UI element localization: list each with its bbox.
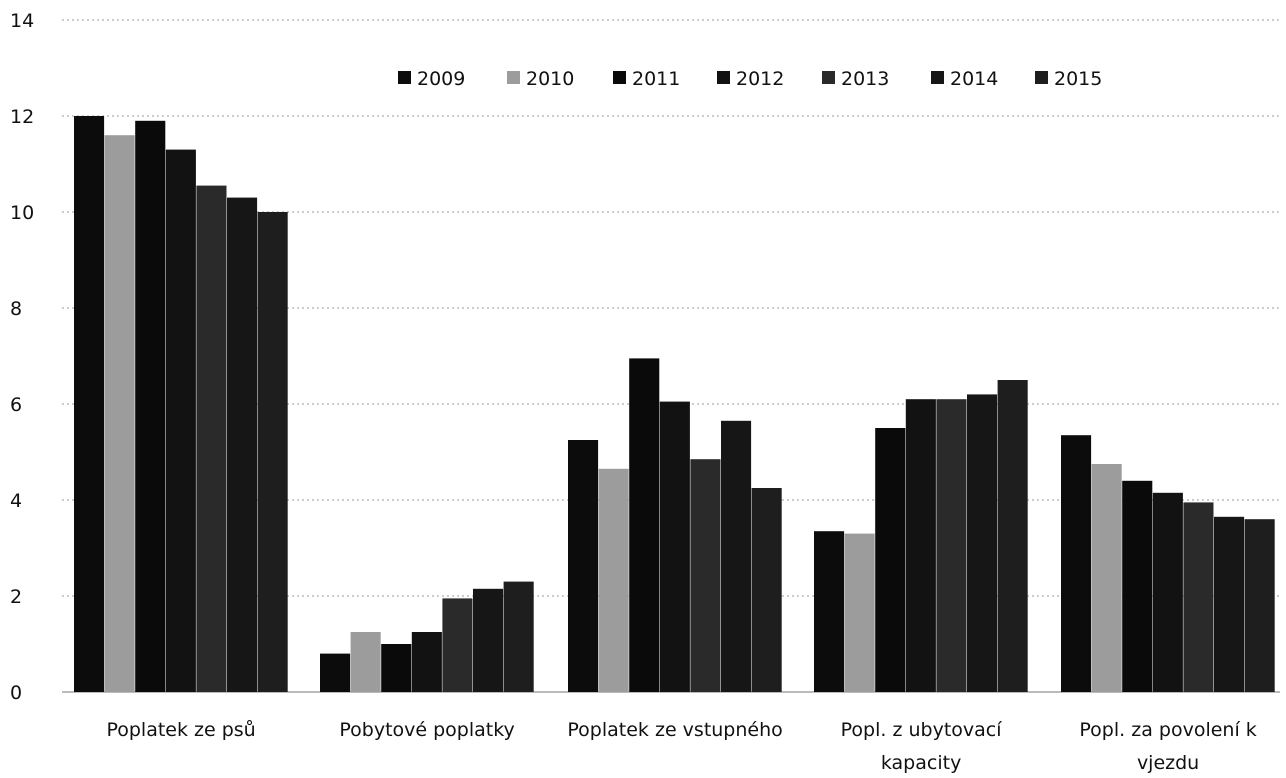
x-axis-categories: Poplatek ze psů Pobytové poplatky Poplatek… bbox=[106, 719, 1256, 774]
bar-2010-3 bbox=[844, 533, 875, 692]
bar-2012-0 bbox=[165, 149, 196, 693]
legend-swatch-2014 bbox=[931, 71, 944, 84]
y-tick-label: 12 bbox=[10, 106, 34, 128]
bar-2013-3 bbox=[936, 399, 967, 692]
bar-2015-4 bbox=[1244, 519, 1275, 692]
legend-swatch-2011 bbox=[613, 71, 626, 84]
bar-2011-0 bbox=[135, 120, 166, 693]
legend-label-2010: 2010 bbox=[526, 68, 574, 90]
bar-2013-1 bbox=[442, 598, 473, 692]
x-category-label: Pobytové poplatky bbox=[339, 719, 514, 741]
bar-2011-3 bbox=[875, 428, 906, 692]
legend-label-2015: 2015 bbox=[1054, 68, 1102, 90]
bar-2012-3 bbox=[905, 399, 936, 692]
bar-2011-2 bbox=[629, 358, 660, 692]
y-axis-ticks: 0 2 4 6 8 10 12 14 bbox=[10, 10, 34, 704]
bar-2009-0 bbox=[74, 116, 105, 692]
legend-label-2011: 2011 bbox=[632, 68, 680, 90]
legend-swatch-2010 bbox=[507, 71, 520, 84]
y-tick-label: 6 bbox=[10, 394, 22, 416]
y-tick-label: 8 bbox=[10, 298, 22, 320]
bar-2010-1 bbox=[350, 632, 381, 692]
legend-label-2014: 2014 bbox=[950, 68, 998, 90]
bar-2014-3 bbox=[967, 394, 998, 692]
bar-2014-2 bbox=[721, 420, 752, 692]
bar-2009-3 bbox=[814, 531, 845, 692]
legend-label-2012: 2012 bbox=[736, 68, 784, 90]
bar-2013-0 bbox=[196, 185, 227, 692]
bar-2012-4 bbox=[1152, 492, 1183, 692]
legend-swatch-2015 bbox=[1035, 71, 1048, 84]
bar-2009-2 bbox=[568, 440, 599, 692]
x-category-label: vjezdu bbox=[1137, 752, 1199, 774]
legend-label-2013: 2013 bbox=[841, 68, 889, 90]
x-category-label: kapacity bbox=[881, 752, 961, 774]
x-category-label: Popl. z ubytovací bbox=[841, 719, 1003, 741]
x-category-label: Popl. za povolení k bbox=[1079, 719, 1256, 741]
bar-2012-2 bbox=[659, 401, 690, 692]
bar-2015-3 bbox=[997, 380, 1028, 692]
bar-2009-4 bbox=[1061, 435, 1092, 692]
bar-2015-0 bbox=[257, 212, 288, 692]
bar-2014-4 bbox=[1214, 516, 1245, 692]
bar-2010-2 bbox=[598, 468, 629, 692]
bar-2014-0 bbox=[227, 197, 258, 692]
bar-2010-4 bbox=[1091, 464, 1122, 692]
bar-2013-2 bbox=[690, 459, 721, 692]
legend-swatch-2013 bbox=[822, 71, 835, 84]
y-tick-label: 10 bbox=[10, 202, 34, 224]
bar-2011-1 bbox=[381, 644, 412, 692]
bar-2010-0 bbox=[104, 135, 135, 692]
legend-swatch-2009 bbox=[398, 71, 411, 84]
legend-swatch-2012 bbox=[717, 71, 730, 84]
y-tick-label: 2 bbox=[10, 586, 22, 608]
y-tick-label: 14 bbox=[10, 10, 34, 32]
bar-2012-1 bbox=[411, 632, 442, 692]
y-tick-label: 0 bbox=[10, 682, 22, 704]
x-category-label: Poplatek ze psů bbox=[106, 719, 255, 741]
legend-label-2009: 2009 bbox=[417, 68, 465, 90]
bar-2015-2 bbox=[751, 488, 782, 692]
bar-2014-1 bbox=[473, 588, 504, 692]
x-category-label: Poplatek ze vstupného bbox=[567, 719, 782, 741]
bar-2013-4 bbox=[1183, 502, 1214, 692]
bar-2009-1 bbox=[320, 653, 351, 692]
bar-2011-4 bbox=[1122, 480, 1153, 692]
y-tick-label: 4 bbox=[10, 490, 22, 512]
bars bbox=[74, 116, 1275, 693]
bar-2015-1 bbox=[503, 581, 534, 692]
legend: 2009 2010 2011 2012 2013 2014 2015 bbox=[398, 68, 1102, 90]
